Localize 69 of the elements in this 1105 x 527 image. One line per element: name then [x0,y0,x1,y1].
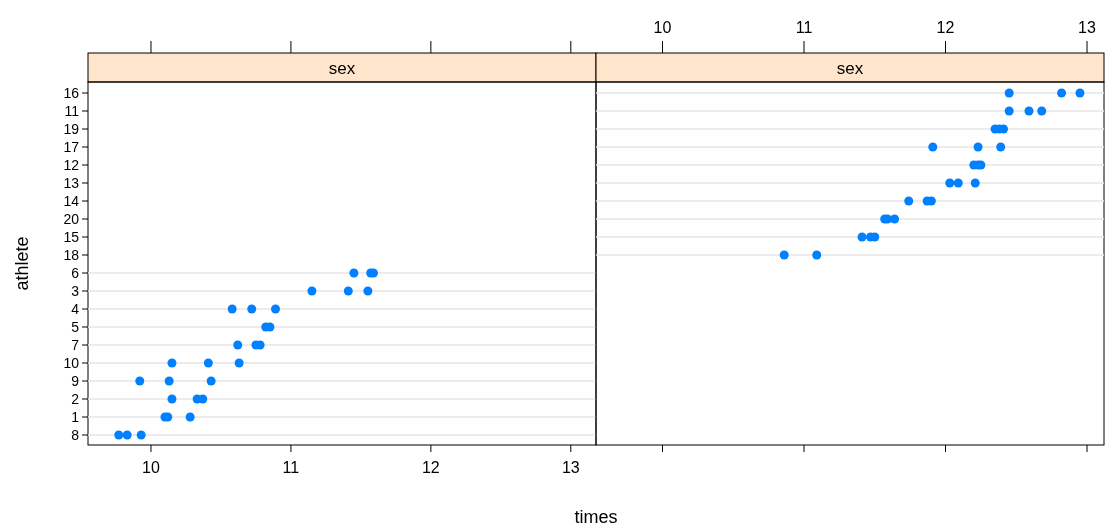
point [1004,106,1014,116]
point [167,358,177,368]
y-tick-label: 9 [71,373,80,389]
y-tick-label: 2 [71,391,80,407]
point [343,286,353,296]
y-tick-label: 5 [71,319,80,335]
point [996,142,1006,152]
y-tick-label: 6 [71,265,80,281]
point [973,142,983,152]
y-tick-label: 13 [63,175,80,191]
point [904,196,914,206]
point [271,304,281,314]
y-tick-label: 19 [63,121,80,137]
point [307,286,317,296]
point [1004,88,1014,98]
point [928,142,938,152]
point [227,304,237,314]
x-tick-label: 13 [1078,19,1097,36]
x-tick-label: 11 [795,19,813,36]
chart-title: sex [328,59,356,78]
point [363,286,373,296]
point [970,178,980,188]
y-tick-label: 12 [63,157,80,173]
x-tick-label: 12 [421,459,440,476]
y-tick-label: 10 [63,355,80,371]
y-tick-label: 14 [63,193,80,209]
y-tick-label: 4 [71,301,80,317]
y-tick-label: 20 [63,211,80,227]
point [1057,88,1067,98]
y-tick-label: 1 [71,409,80,425]
y-tick-label: 18 [63,247,80,263]
x-tick-label: 13 [561,459,580,476]
point [136,430,146,440]
y-tick-label: 8 [71,427,80,443]
point [1024,106,1034,116]
y-tick-label: 16 [63,85,80,101]
point [945,178,955,188]
x-tick-label: 10 [653,19,672,36]
point [1037,106,1047,116]
y-tick-label: 11 [64,103,80,119]
point [114,430,124,440]
point [135,376,145,386]
point [349,268,359,278]
point [122,430,132,440]
point [247,304,257,314]
y-tick-label: 7 [71,337,80,353]
x-tick-label: 11 [282,459,300,476]
x-tick-label: 10 [142,459,160,476]
y-tick-label: 15 [63,229,80,245]
point [206,376,216,386]
point [185,412,195,422]
point [812,250,822,260]
y-tick-label: 3 [71,283,80,299]
x-axis-title: times [574,507,618,527]
point [233,340,243,350]
point [198,394,208,404]
point [164,376,174,386]
point [1075,88,1085,98]
chart-title: sex [836,59,864,78]
point [203,358,213,368]
point [857,232,867,242]
point [167,394,177,404]
x-tick-label: 12 [936,19,955,36]
point [953,178,963,188]
point [890,214,900,224]
y-axis-title: athlete [12,236,32,291]
point [779,250,789,260]
point [234,358,244,368]
y-tick-label: 17 [63,139,80,155]
